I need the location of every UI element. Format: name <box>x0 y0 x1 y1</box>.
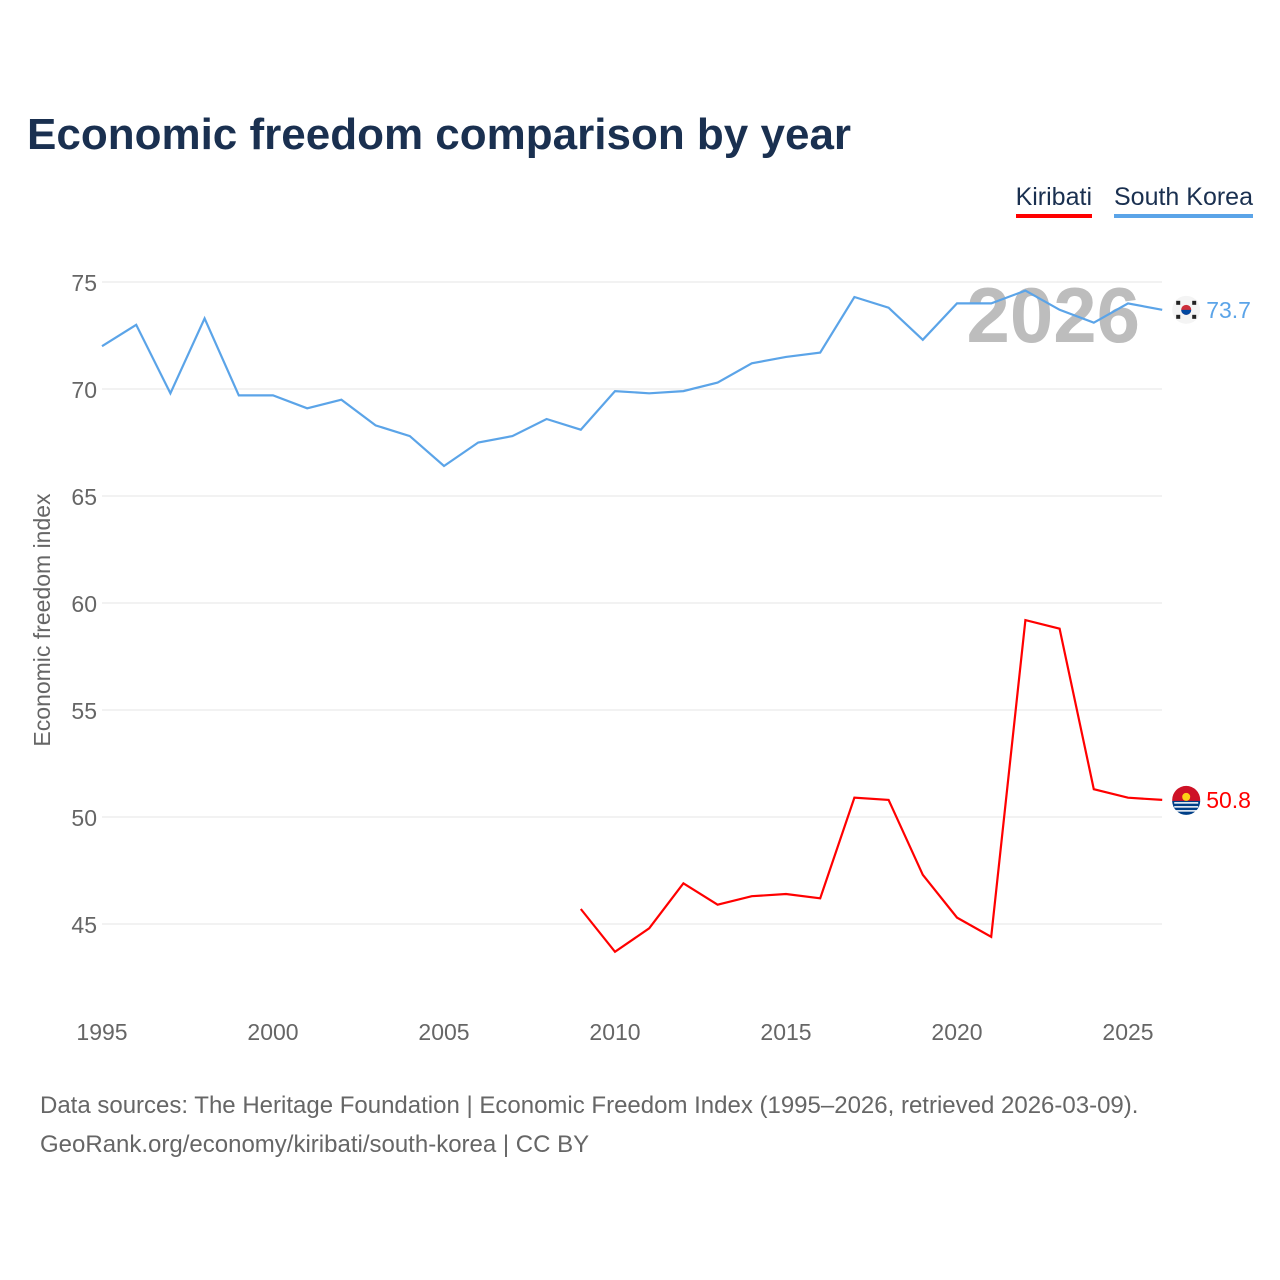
x-tick-label: 2020 <box>931 1019 982 1045</box>
data-point <box>168 391 172 395</box>
x-tick-label: 2015 <box>760 1019 811 1045</box>
data-point <box>613 389 617 393</box>
data-point <box>921 338 925 342</box>
y-tick-label: 55 <box>71 698 97 724</box>
y-tick-label: 45 <box>71 912 97 938</box>
chart-title: Economic freedom comparison by year <box>27 110 852 159</box>
flag-icon <box>1172 785 1201 815</box>
footer: Data sources: The Heritage Foundation | … <box>40 1086 1138 1164</box>
end-value-label: 50.8 <box>1206 787 1251 813</box>
data-point <box>100 344 104 348</box>
data-point <box>1092 787 1096 791</box>
legend-item-south-korea[interactable]: South Korea <box>1114 183 1253 218</box>
data-point <box>989 935 993 939</box>
data-point <box>818 896 822 900</box>
data-point <box>134 323 138 327</box>
y-tick-label: 70 <box>71 377 97 403</box>
data-point <box>887 306 891 310</box>
y-tick-label: 75 <box>71 270 97 296</box>
data-point <box>510 434 514 438</box>
data-point <box>1023 289 1027 293</box>
data-point <box>1160 798 1164 802</box>
data-point <box>271 393 275 397</box>
series-line-kiribati <box>579 618 1163 954</box>
y-tick-label: 60 <box>71 591 97 617</box>
data-point <box>647 926 651 930</box>
data-point <box>237 393 241 397</box>
x-tick-label: 2005 <box>418 1019 469 1045</box>
data-point <box>784 355 788 359</box>
flag-icon <box>1172 295 1201 324</box>
x-tick-label: 2000 <box>247 1019 298 1045</box>
legend-item-kiribati[interactable]: Kiribati <box>1015 183 1092 218</box>
data-point <box>681 389 685 393</box>
data-point <box>818 351 822 355</box>
series-line-south-korea <box>101 289 1163 468</box>
data-point <box>1160 308 1164 312</box>
footer-link[interactable]: GeoRank.org/economy/kiribati/south-korea… <box>40 1131 590 1158</box>
data-point <box>955 301 959 305</box>
data-point <box>716 903 720 907</box>
data-point <box>1058 308 1062 312</box>
y-tick-label: 50 <box>71 805 97 831</box>
data-point <box>305 406 309 410</box>
year-watermark: 2026 <box>966 271 1140 359</box>
end-value-label: 73.7 <box>1206 297 1251 323</box>
data-point <box>339 398 343 402</box>
data-point <box>408 434 412 438</box>
data-point <box>887 798 891 802</box>
data-point <box>750 361 754 365</box>
data-point <box>852 796 856 800</box>
data-point <box>1092 321 1096 325</box>
data-point <box>1126 796 1130 800</box>
x-tick-label: 1995 <box>76 1019 127 1045</box>
legend: Kiribati South Korea <box>1015 183 1253 218</box>
data-point <box>1023 618 1027 622</box>
footer-sources: Data sources: The Heritage Foundation | … <box>40 1092 1139 1119</box>
data-point <box>681 881 685 885</box>
data-point <box>203 316 207 320</box>
data-point <box>1126 301 1130 305</box>
data-point <box>1058 627 1062 631</box>
data-point <box>579 428 583 432</box>
data-point <box>852 295 856 299</box>
data-point <box>784 892 788 896</box>
data-point <box>750 894 754 898</box>
data-point <box>921 873 925 877</box>
y-axis-label: Economic freedom index <box>29 493 55 747</box>
x-tick-label: 2010 <box>589 1019 640 1045</box>
data-point <box>545 417 549 421</box>
y-tick-label: 65 <box>71 484 97 510</box>
data-point <box>716 381 720 385</box>
data-point <box>579 907 583 911</box>
data-point <box>442 464 446 468</box>
data-point <box>955 916 959 920</box>
data-point <box>613 950 617 954</box>
x-tick-label: 2025 <box>1102 1019 1153 1045</box>
data-point <box>989 301 993 305</box>
data-point <box>647 391 651 395</box>
data-point <box>476 441 480 445</box>
data-point <box>374 423 378 427</box>
